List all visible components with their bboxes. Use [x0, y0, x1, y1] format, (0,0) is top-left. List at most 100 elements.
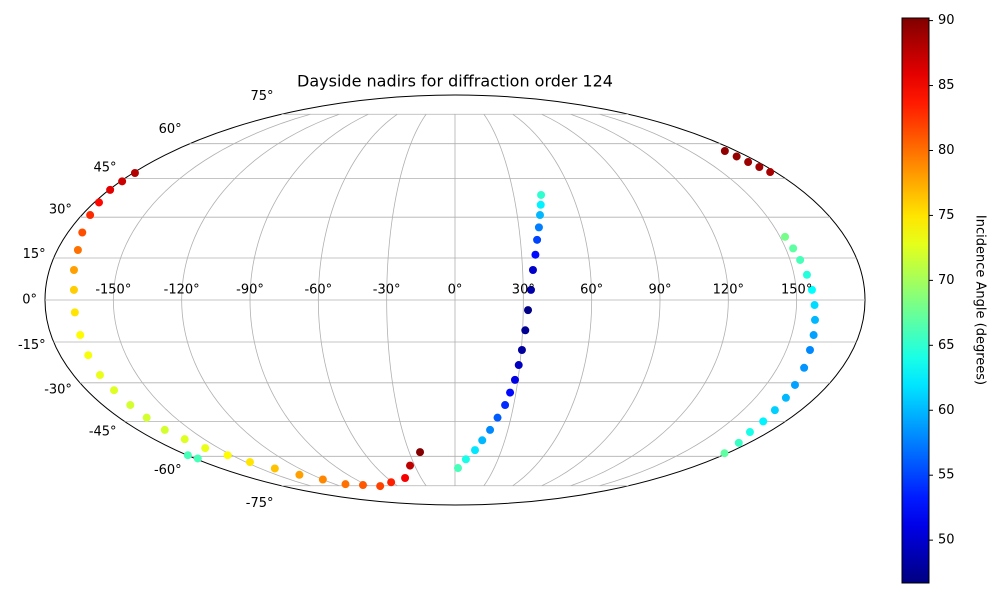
y-tick-label: 15°: [23, 247, 46, 262]
x-tick-label: -120°: [164, 283, 200, 298]
chart-title: Dayside nadirs for diffraction order 124: [297, 72, 613, 91]
data-point: [401, 474, 410, 483]
x-tick-label: 150°: [781, 283, 812, 298]
data-point: [720, 449, 729, 458]
data-point: [531, 250, 540, 259]
data-point: [454, 464, 463, 473]
data-point: [70, 308, 79, 317]
data-point: [800, 363, 809, 372]
x-tick-label: -90°: [236, 283, 264, 298]
y-tick-label: -30°: [44, 383, 72, 398]
data-point: [493, 413, 502, 422]
colorbar-tick-label: 90: [938, 13, 955, 28]
data-point: [95, 371, 104, 380]
data-point: [759, 417, 768, 426]
data-point: [126, 401, 135, 410]
data-point: [526, 285, 535, 294]
data-point: [180, 435, 189, 444]
data-point: [94, 198, 103, 207]
data-point: [69, 285, 78, 294]
data-point: [790, 380, 799, 389]
data-point: [802, 270, 811, 279]
grid-line: [317, 113, 398, 487]
data-point: [796, 255, 805, 264]
data-point: [514, 361, 523, 370]
data-point: [461, 455, 470, 464]
data-point: [528, 265, 537, 274]
data-point: [766, 168, 775, 177]
grid-line: [112, 113, 311, 487]
data-point: [76, 331, 85, 340]
data-point: [537, 190, 546, 199]
data-point: [807, 285, 816, 294]
data-point: [517, 345, 526, 354]
data-point: [805, 345, 814, 354]
colorbar-tick-label: 60: [938, 403, 955, 418]
x-tick-label: 0°: [448, 283, 463, 298]
data-point: [755, 162, 764, 171]
data-point: [781, 393, 790, 402]
data-point: [732, 152, 741, 161]
data-point: [810, 301, 819, 310]
data-point: [810, 315, 819, 324]
grid-line: [249, 113, 369, 487]
y-tick-label: 0°: [22, 293, 37, 308]
data-point: [501, 401, 510, 410]
y-tick-label: 45°: [94, 160, 117, 175]
data-point: [506, 388, 515, 397]
data-point: [478, 436, 487, 445]
data-point: [142, 413, 151, 422]
data-point: [524, 306, 533, 315]
x-tick-label: 90°: [648, 283, 671, 298]
data-point: [358, 481, 367, 490]
data-point: [781, 232, 790, 241]
y-tick-label: -15°: [18, 338, 46, 353]
y-tick-label: -60°: [154, 463, 182, 478]
grid-line: [181, 113, 340, 487]
colorbar-tick-label: 75: [938, 208, 955, 223]
data-point: [130, 169, 139, 178]
data-point: [78, 228, 87, 237]
data-point: [535, 211, 544, 220]
data-point: [720, 147, 729, 156]
data-point: [486, 425, 495, 434]
data-point: [318, 475, 327, 484]
y-tick-label: -45°: [89, 425, 117, 440]
data-point: [201, 444, 210, 453]
colorbar-tick-label: 55: [938, 468, 955, 483]
data-point: [744, 158, 753, 167]
data-point: [521, 326, 530, 335]
data-point: [341, 480, 350, 489]
data-point: [533, 235, 542, 244]
data-point: [193, 454, 202, 463]
data-point: [183, 451, 192, 460]
x-tick-label: -30°: [373, 283, 401, 298]
data-point: [745, 428, 754, 437]
colorbar-tick-label: 65: [938, 338, 955, 353]
data-point: [789, 244, 798, 253]
x-tick-label: -60°: [304, 283, 332, 298]
data-point: [86, 211, 95, 220]
data-point: [69, 265, 78, 274]
grid-line: [483, 114, 524, 486]
data-point: [510, 375, 519, 384]
grid-line: [386, 114, 427, 486]
data-point: [106, 185, 115, 194]
data-point: [118, 177, 127, 186]
data-point: [376, 482, 385, 491]
colorbar-tick-label: 80: [938, 143, 955, 158]
data-point: [73, 246, 82, 255]
grid-line: [512, 113, 593, 487]
data-point: [471, 446, 480, 455]
data-point: [809, 331, 818, 340]
data-point: [110, 386, 119, 395]
colorbar-label: Incidence Angle (degrees): [973, 215, 988, 385]
data-point: [416, 448, 425, 457]
data-point: [734, 438, 743, 447]
data-point: [270, 464, 279, 473]
x-tick-label: -150°: [95, 283, 131, 298]
x-tick-label: 30°: [512, 283, 535, 298]
colorbar: [901, 17, 930, 584]
grid-line: [541, 113, 661, 487]
data-point: [245, 458, 254, 467]
